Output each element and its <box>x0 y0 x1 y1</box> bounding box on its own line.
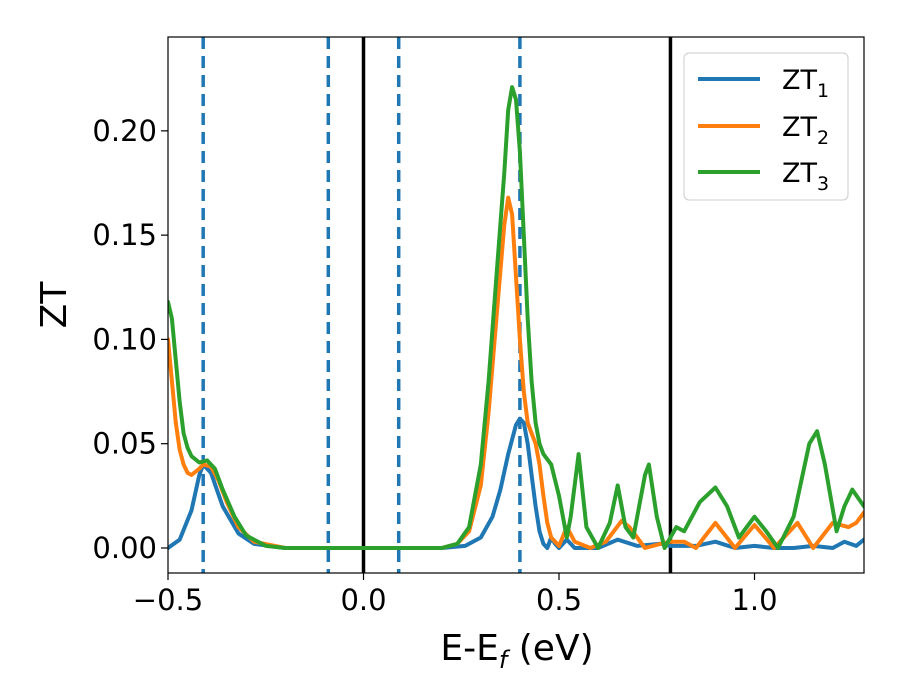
series-line-zt3 <box>168 85 864 550</box>
plot-frame <box>167 36 865 574</box>
series-line-zt1 <box>168 416 864 550</box>
x-tick-label: 0.0 <box>340 583 386 617</box>
x-tick-label: 1.0 <box>731 583 777 617</box>
x-axis-title-unit: (eV) <box>507 628 593 669</box>
y-tick-label: 0.10 <box>92 322 157 356</box>
y-axis-title: ZT <box>34 281 75 329</box>
legend-label-zt3: ZT3 <box>782 158 829 195</box>
legend-label-zt1: ZT1 <box>782 65 829 102</box>
legend-label-base: ZT <box>782 65 817 96</box>
y-tick-label: 0.20 <box>92 114 157 148</box>
x-tick-label: 0.5 <box>536 583 582 617</box>
legend-box <box>683 52 849 201</box>
legend-label-subscript: 2 <box>817 127 829 149</box>
legend-label-subscript: 1 <box>817 80 829 102</box>
y-tick-label: 0.05 <box>92 427 157 461</box>
legend-label-base: ZT <box>782 158 817 189</box>
x-tick-label: −0.5 <box>133 583 203 617</box>
x-axis-title: E-Ef (eV) <box>440 628 593 674</box>
y-axis: 0.00 0.05 0.10 0.15 0.20 <box>92 114 168 565</box>
reference-lines <box>201 37 673 573</box>
y-tick-label: 0.00 <box>92 531 157 565</box>
series-line-zt2 <box>168 195 864 550</box>
legend: ZT1 ZT2 ZT3 <box>683 52 849 201</box>
legend-label-base: ZT <box>782 112 817 143</box>
legend-label-zt2: ZT2 <box>782 112 829 149</box>
series-group <box>168 85 864 550</box>
y-tick-label: 0.15 <box>92 218 157 252</box>
x-axis: −0.5 0.0 0.5 1.0 <box>133 573 778 617</box>
legend-label-subscript: 3 <box>817 173 829 195</box>
x-axis-title-base: E-E <box>440 628 498 669</box>
